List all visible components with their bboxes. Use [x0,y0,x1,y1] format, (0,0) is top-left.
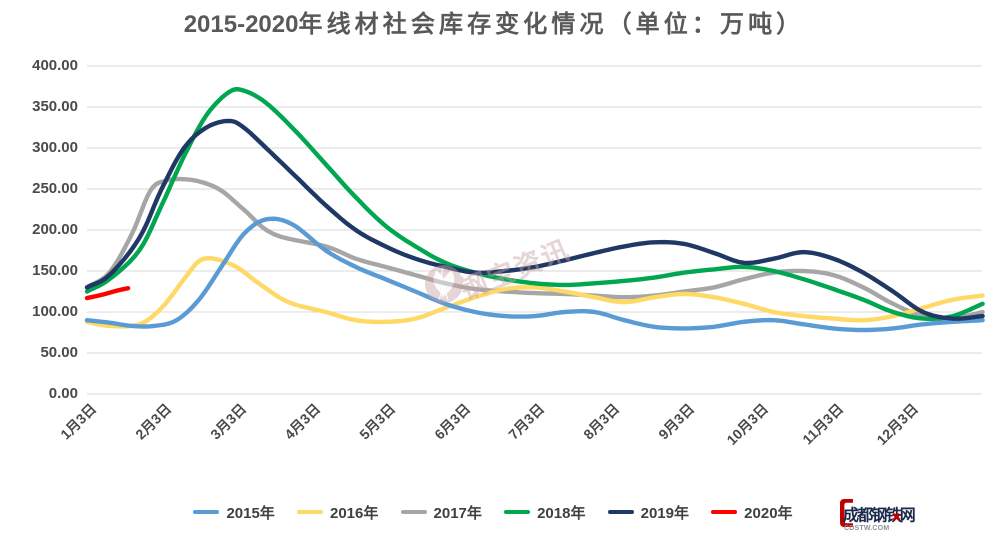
svg-text:✖: ✖ [892,512,901,524]
svg-text:CDSTW.COM: CDSTW.COM [844,525,889,532]
svg-text:成都钢铁网: 成都钢铁网 [843,506,915,525]
